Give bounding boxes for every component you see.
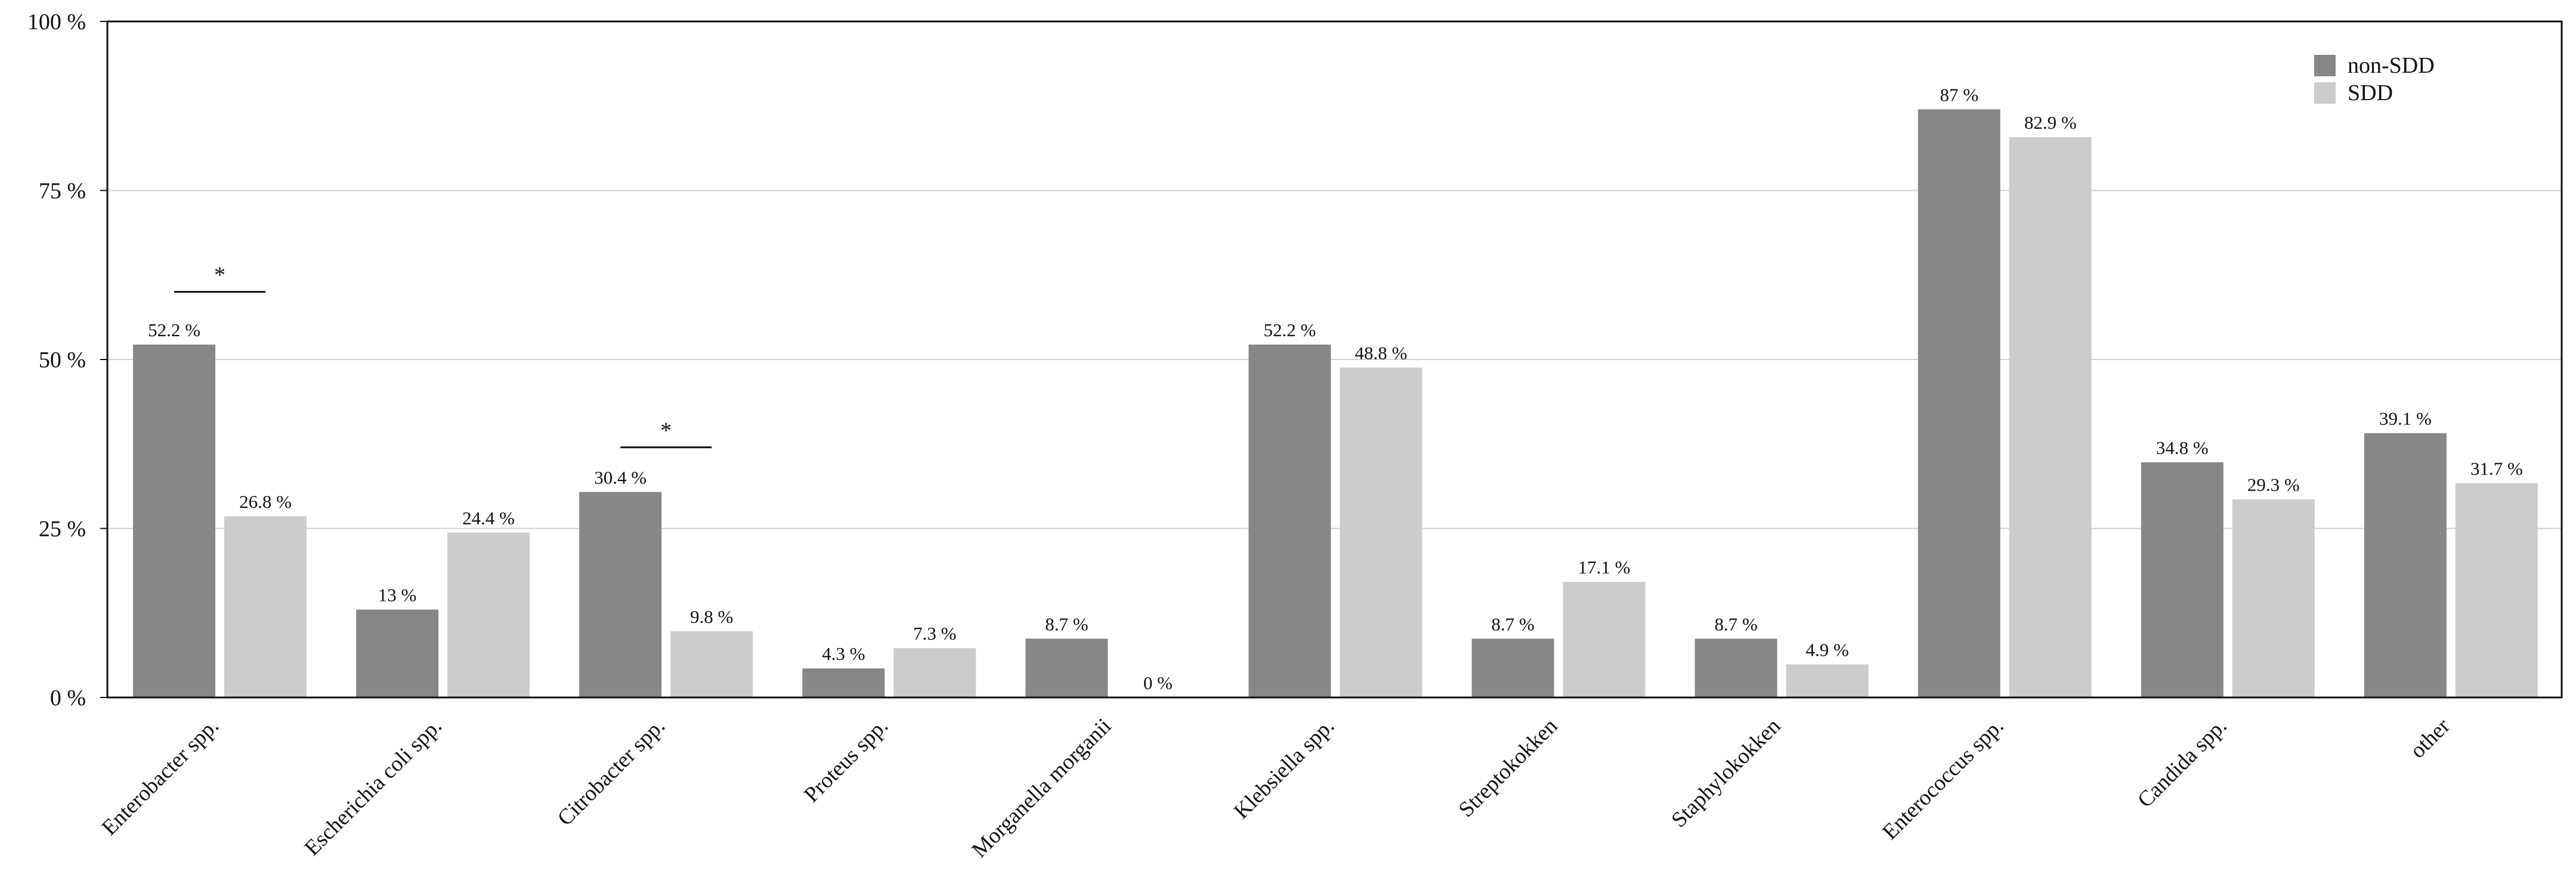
bar-non-sdd bbox=[1025, 638, 1108, 697]
data-label: 17.1 % bbox=[1578, 557, 1631, 578]
significance-markers: ** bbox=[174, 263, 712, 448]
data-label: 52.2 % bbox=[148, 320, 200, 340]
bar-non-sdd bbox=[2141, 462, 2224, 697]
data-label: 8.7 % bbox=[1714, 613, 1757, 634]
bar-non-sdd bbox=[2364, 433, 2447, 697]
y-tick-label: 0 % bbox=[50, 686, 86, 711]
bar-non-sdd bbox=[579, 492, 662, 697]
y-tick-label: 25 % bbox=[39, 517, 86, 542]
data-label: 8.7 % bbox=[1491, 613, 1534, 634]
data-label: 8.7 % bbox=[1045, 613, 1088, 634]
bar-non-sdd bbox=[1248, 345, 1331, 697]
data-label: 52.2 % bbox=[1264, 320, 1316, 340]
plot-frame bbox=[106, 20, 2563, 699]
legend-label: SDD bbox=[2348, 80, 2393, 106]
data-label: 4.3 % bbox=[822, 643, 865, 664]
x-tick-label: Escherichia coli spp. bbox=[300, 714, 447, 860]
x-tick-label: other bbox=[2405, 714, 2455, 763]
bar-sdd bbox=[1340, 367, 1422, 697]
data-label: 87 % bbox=[1940, 84, 1978, 105]
y-tick-label: 75 % bbox=[39, 179, 86, 204]
data-label: 29.3 % bbox=[2247, 475, 2300, 495]
significance-asterisk: * bbox=[214, 263, 225, 288]
data-labels: 52.2 % 13 % 30.4 % 4.3 % 8.7 % 52.2 % 8.7 % 8.7… bbox=[148, 84, 2523, 693]
y-tick-label: 50 % bbox=[39, 348, 86, 373]
bar-sdd bbox=[2232, 499, 2315, 697]
legend-label: non-SDD bbox=[2348, 53, 2435, 78]
bar-sdd bbox=[2455, 483, 2538, 697]
bar-sdd bbox=[670, 631, 753, 697]
bar-sdd bbox=[1786, 664, 1869, 697]
data-label: 9.8 % bbox=[690, 606, 733, 627]
x-tick-label: Proteus spp. bbox=[799, 714, 893, 807]
bars bbox=[133, 109, 2538, 698]
bar-non-sdd bbox=[133, 345, 215, 697]
bar-sdd bbox=[1563, 582, 1646, 697]
legend-swatch bbox=[2314, 82, 2336, 104]
bar-non-sdd bbox=[1694, 638, 1777, 697]
bar-non-sdd bbox=[1471, 638, 1554, 697]
x-tick-label: Enterococcus spp. bbox=[1878, 714, 2008, 844]
bar-non-sdd bbox=[1918, 109, 2000, 698]
x-tick-label: Staphylokokken bbox=[1666, 714, 1785, 832]
bar-sdd bbox=[2009, 137, 2092, 697]
x-tick-label: Candida spp. bbox=[2133, 714, 2232, 813]
data-label: 48.8 % bbox=[1355, 343, 1408, 364]
data-label: 7.3 % bbox=[913, 623, 956, 644]
legend-swatch bbox=[2314, 55, 2336, 76]
bar-non-sdd bbox=[356, 609, 439, 697]
data-label: 24.4 % bbox=[462, 507, 515, 528]
data-label: 82.9 % bbox=[2024, 112, 2077, 133]
y-tick-label: 100 % bbox=[27, 10, 86, 35]
data-label: 34.8 % bbox=[2156, 437, 2209, 458]
x-tick-label: Enterobacter spp. bbox=[97, 714, 224, 840]
x-tick-label: Streptokokken bbox=[1454, 714, 1563, 822]
x-tick-label: Morganella morganii bbox=[967, 714, 1117, 863]
bar-sdd bbox=[224, 516, 307, 697]
x-tick-label: Klebsiella spp. bbox=[1229, 714, 1339, 823]
data-label: 13 % bbox=[378, 585, 417, 606]
data-label: 4.9 % bbox=[1805, 639, 1848, 660]
data-label: 26.8 % bbox=[239, 491, 292, 512]
data-label: 31.7 % bbox=[2470, 458, 2523, 479]
data-label: 39.1 % bbox=[2379, 408, 2432, 429]
bar-sdd bbox=[447, 532, 530, 697]
x-tick-label: Citrobacter spp. bbox=[553, 714, 670, 830]
data-label: 0 % bbox=[1143, 672, 1173, 693]
bar-sdd bbox=[893, 648, 976, 697]
bar-non-sdd bbox=[802, 668, 885, 697]
data-label: 30.4 % bbox=[594, 467, 647, 488]
significance-asterisk: * bbox=[660, 418, 672, 443]
